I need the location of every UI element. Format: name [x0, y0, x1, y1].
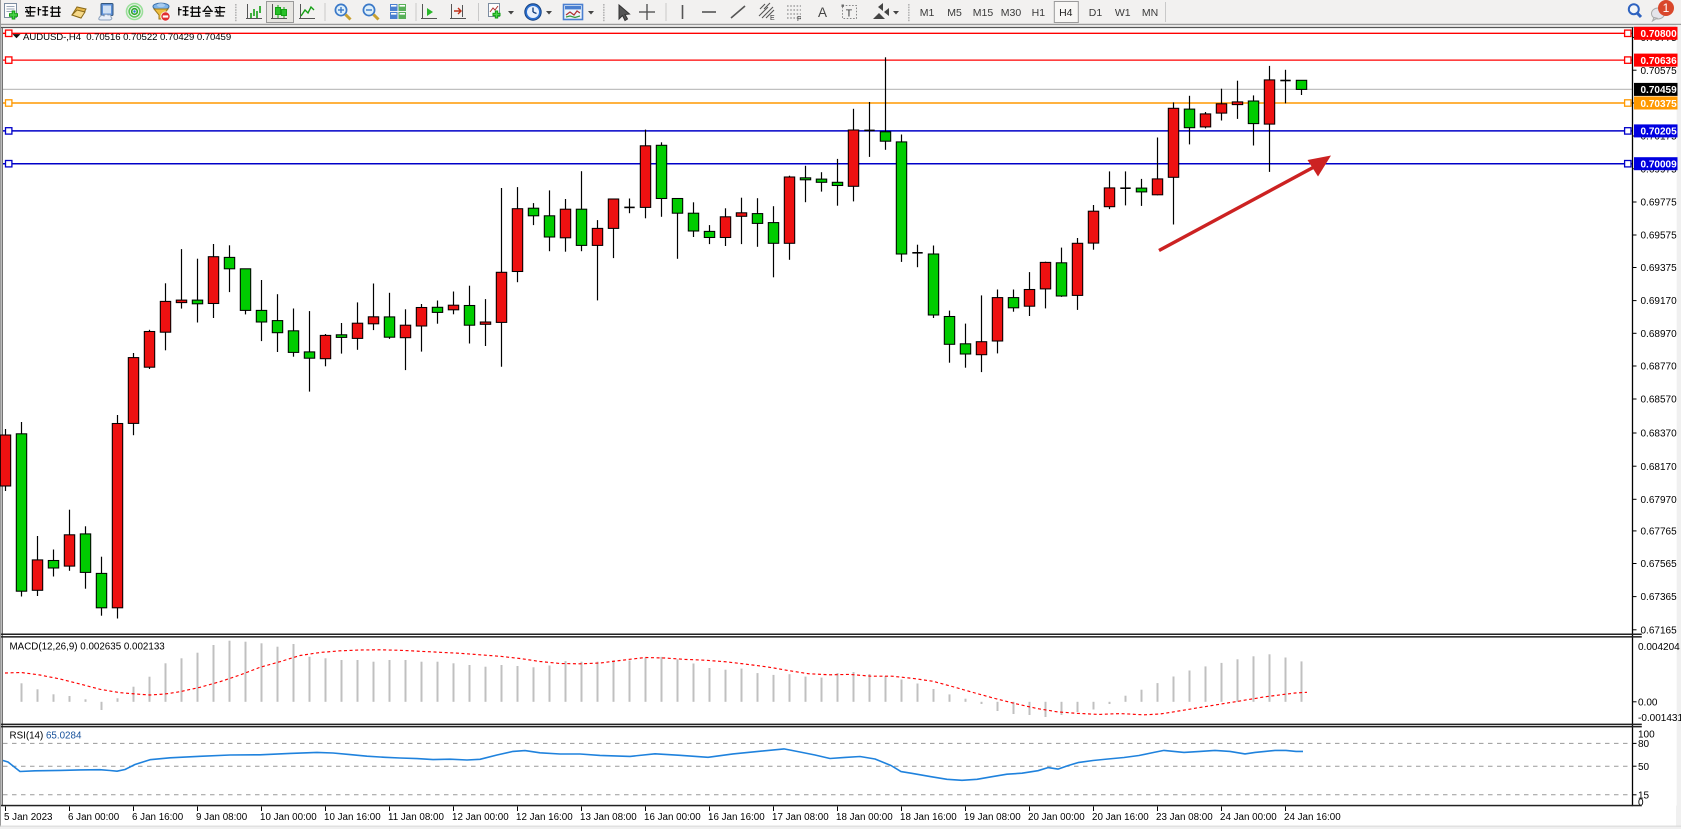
svg-text:0.70800: 0.70800 — [1641, 29, 1678, 40]
svg-text:0.68970: 0.68970 — [1641, 329, 1678, 340]
svg-text:16 Jan 16:00: 16 Jan 16:00 — [708, 812, 765, 823]
svg-text:M1: M1 — [920, 7, 935, 19]
svg-text:0.70636: 0.70636 — [1641, 56, 1678, 67]
svg-text:0.67970: 0.67970 — [1641, 495, 1678, 506]
svg-text:T: T — [846, 8, 853, 20]
svg-text:0.70575: 0.70575 — [1641, 66, 1678, 77]
svg-text:MN: MN — [1142, 7, 1158, 19]
svg-text:16 Jan 00:00: 16 Jan 00:00 — [644, 812, 701, 823]
svg-text:20 Jan 00:00: 20 Jan 00:00 — [1028, 812, 1085, 823]
svg-text:AUDUSD-,H4 0.70516 0.70522 0.: AUDUSD-,H4 0.70516 0.70522 0.70429 0.704… — [23, 32, 231, 43]
svg-text:MACD(12,26,9) 0.002635 0.00213: MACD(12,26,9) 0.002635 0.002133 — [10, 641, 166, 652]
svg-text:0: 0 — [1638, 797, 1644, 808]
svg-text:M5: M5 — [947, 7, 962, 19]
svg-text:17 Jan 08:00: 17 Jan 08:00 — [772, 812, 829, 823]
svg-text:0.68570: 0.68570 — [1641, 395, 1678, 406]
svg-text:0.68170: 0.68170 — [1641, 462, 1678, 473]
svg-text:13 Jan 08:00: 13 Jan 08:00 — [580, 812, 637, 823]
svg-text:0.70009: 0.70009 — [1641, 160, 1678, 171]
svg-text:6 Jan 00:00: 6 Jan 00:00 — [68, 812, 120, 823]
svg-text:0.70375: 0.70375 — [1641, 99, 1678, 110]
svg-text:24 Jan 00:00: 24 Jan 00:00 — [1220, 812, 1277, 823]
svg-text:24 Jan 16:00: 24 Jan 16:00 — [1284, 812, 1341, 823]
svg-text:0.70205: 0.70205 — [1641, 127, 1678, 138]
svg-text:0.67165: 0.67165 — [1641, 625, 1678, 636]
svg-text:H1: H1 — [1032, 7, 1046, 19]
svg-text:0.69575: 0.69575 — [1641, 231, 1678, 242]
svg-text:15: 15 — [1638, 790, 1650, 801]
svg-text:W1: W1 — [1115, 7, 1131, 19]
svg-text:23 Jan 08:00: 23 Jan 08:00 — [1156, 812, 1213, 823]
svg-text:0.67365: 0.67365 — [1641, 592, 1678, 603]
svg-text:-0.001431: -0.001431 — [1638, 713, 1681, 724]
svg-text:0.004204: 0.004204 — [1638, 642, 1680, 653]
svg-text:10 Jan 16:00: 10 Jan 16:00 — [324, 812, 381, 823]
svg-text:100: 100 — [1638, 729, 1655, 740]
svg-text:80: 80 — [1638, 739, 1650, 750]
svg-text:0.68770: 0.68770 — [1641, 362, 1678, 373]
svg-text:0.67765: 0.67765 — [1641, 527, 1678, 538]
svg-text:12 Jan 00:00: 12 Jan 00:00 — [452, 812, 509, 823]
svg-text:10 Jan 00:00: 10 Jan 00:00 — [260, 812, 317, 823]
svg-text:9 Jan 08:00: 9 Jan 08:00 — [196, 812, 248, 823]
svg-text:H4: H4 — [1059, 7, 1073, 19]
svg-text:M30: M30 — [1001, 7, 1022, 19]
svg-text:1: 1 — [1663, 1, 1670, 15]
svg-text:0.00: 0.00 — [1638, 697, 1658, 708]
svg-text:19 Jan 08:00: 19 Jan 08:00 — [964, 812, 1021, 823]
svg-text:18 Jan 16:00: 18 Jan 16:00 — [900, 812, 957, 823]
svg-text:0.69775: 0.69775 — [1641, 198, 1678, 209]
svg-text:0.68370: 0.68370 — [1641, 429, 1678, 440]
svg-text:0.69375: 0.69375 — [1641, 263, 1678, 274]
svg-text:A: A — [818, 5, 827, 20]
svg-text:RSI(14) 65.0284: RSI(14) 65.0284 — [10, 730, 82, 741]
svg-text:D1: D1 — [1089, 7, 1103, 19]
svg-text:M15: M15 — [973, 7, 994, 19]
svg-text:F: F — [797, 16, 801, 23]
svg-text:12 Jan 16:00: 12 Jan 16:00 — [516, 812, 573, 823]
svg-text:50: 50 — [1638, 762, 1650, 773]
svg-text:11 Jan 08:00: 11 Jan 08:00 — [388, 812, 444, 823]
svg-text:18 Jan 00:00: 18 Jan 00:00 — [836, 812, 893, 823]
svg-text:0.69170: 0.69170 — [1641, 296, 1678, 307]
svg-text:5 Jan 2023: 5 Jan 2023 — [4, 812, 53, 823]
svg-text:20 Jan 16:00: 20 Jan 16:00 — [1092, 812, 1149, 823]
svg-text:E: E — [770, 15, 775, 22]
svg-text:0.67565: 0.67565 — [1641, 559, 1678, 570]
svg-text:0.70459: 0.70459 — [1641, 85, 1678, 96]
svg-text:6 Jan 16:00: 6 Jan 16:00 — [132, 812, 184, 823]
